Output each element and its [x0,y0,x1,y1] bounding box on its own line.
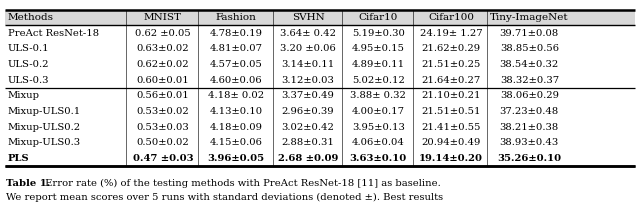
Text: 38.54±0.32: 38.54±0.32 [500,60,559,69]
Text: MNIST: MNIST [144,13,182,22]
Text: 5.02±0.12: 5.02±0.12 [352,76,404,85]
Text: 0.50±0.02: 0.50±0.02 [136,138,189,147]
Text: 20.94±0.49: 20.94±0.49 [421,138,481,147]
Bar [5,10,635,25]
Text: 4.15±0.06: 4.15±0.06 [210,138,262,147]
Text: 3.88± 0.32: 3.88± 0.32 [350,91,406,100]
Text: 3.20 ±0.06: 3.20 ±0.06 [280,44,336,53]
Text: 38.32±0.37: 38.32±0.37 [500,76,559,85]
Text: 19.14±0.20: 19.14±0.20 [419,154,483,163]
Text: 3.95±0.13: 3.95±0.13 [352,123,404,132]
Text: 39.71±0.08: 39.71±0.08 [500,29,559,38]
Text: 4.00±0.17: 4.00±0.17 [352,107,404,116]
Text: 21.41±0.55: 21.41±0.55 [421,123,481,132]
Text: 4.06±0.04: 4.06±0.04 [352,138,404,147]
Text: Fashion: Fashion [216,13,257,22]
Text: Mixup: Mixup [8,91,40,100]
Text: 21.62±0.29: 21.62±0.29 [421,44,481,53]
Text: 2.96±0.39: 2.96±0.39 [282,107,334,116]
Text: 4.81±0.07: 4.81±0.07 [210,44,263,53]
Text: Table 1.: Table 1. [6,179,51,188]
Text: 3.64± 0.42: 3.64± 0.42 [280,29,336,38]
Text: 4.18± 0.02: 4.18± 0.02 [208,91,264,100]
Text: 21.51±0.25: 21.51±0.25 [421,60,481,69]
Text: 4.13±0.10: 4.13±0.10 [210,107,263,116]
Text: 3.63±0.10: 3.63±0.10 [349,154,407,163]
Text: 3.02±0.42: 3.02±0.42 [282,123,335,132]
Text: 2.88±0.31: 2.88±0.31 [282,138,335,147]
Text: ULS-0.2: ULS-0.2 [8,60,49,69]
Text: 4.89±0.11: 4.89±0.11 [351,60,404,69]
Text: 35.26±0.10: 35.26±0.10 [497,154,561,163]
Text: 37.23±0.48: 37.23±0.48 [500,107,559,116]
Text: 24.19± 1.27: 24.19± 1.27 [420,29,483,38]
Text: 3.37±0.49: 3.37±0.49 [282,91,335,100]
Text: 4.18±0.09: 4.18±0.09 [210,123,263,132]
Text: We report mean scores over 5 runs with standard deviations (denoted ±). Best res: We report mean scores over 5 runs with s… [6,193,444,202]
Text: 4.95±0.15: 4.95±0.15 [352,44,404,53]
Text: PLS: PLS [8,154,29,163]
Text: 3.96±0.05: 3.96±0.05 [207,154,265,163]
Text: Mixup-ULS0.1: Mixup-ULS0.1 [8,107,81,116]
Text: Methods: Methods [8,13,54,22]
Text: 21.10±0.21: 21.10±0.21 [421,91,481,100]
Text: 38.06±0.29: 38.06±0.29 [500,91,559,100]
Text: 38.93±0.43: 38.93±0.43 [500,138,559,147]
Text: 4.78±0.19: 4.78±0.19 [210,29,263,38]
Text: ULS-0.1: ULS-0.1 [8,44,49,53]
Text: 2.68 ±0.09: 2.68 ±0.09 [278,154,338,163]
Text: 0.53±0.03: 0.53±0.03 [136,123,189,132]
Text: 0.60±0.01: 0.60±0.01 [136,76,189,85]
Text: 21.64±0.27: 21.64±0.27 [421,76,481,85]
Text: Cifar10: Cifar10 [358,13,398,22]
Text: 0.63±0.02: 0.63±0.02 [136,44,189,53]
Text: 3.14±0.11: 3.14±0.11 [282,60,335,69]
Text: Tiny-ImageNet: Tiny-ImageNet [490,13,569,22]
Text: 38.85±0.56: 38.85±0.56 [500,44,559,53]
Text: 0.56±0.01: 0.56±0.01 [136,91,189,100]
Text: 5.19±0.30: 5.19±0.30 [352,29,404,38]
Text: Error rate (%) of the testing methods with PreAct ResNet-18 [11] as baseline.: Error rate (%) of the testing methods wi… [42,179,440,188]
Text: 0.47 ±0.03: 0.47 ±0.03 [132,154,193,163]
Text: 38.21±0.38: 38.21±0.38 [500,123,559,132]
Text: ULS-0.3: ULS-0.3 [8,76,49,85]
Text: Mixup-ULS0.2: Mixup-ULS0.2 [8,123,81,132]
Text: 0.62±0.02: 0.62±0.02 [136,60,189,69]
Text: 3.12±0.03: 3.12±0.03 [282,76,335,85]
Text: PreAct ResNet-18: PreAct ResNet-18 [8,29,99,38]
Text: 4.60±0.06: 4.60±0.06 [210,76,262,85]
Text: Mixup-ULS0.3: Mixup-ULS0.3 [8,138,81,147]
Text: 4.57±0.05: 4.57±0.05 [210,60,262,69]
Text: 0.53±0.02: 0.53±0.02 [136,107,189,116]
Text: Cifar100: Cifar100 [428,13,474,22]
Text: 0.62 ±0.05: 0.62 ±0.05 [135,29,191,38]
Text: 21.51±0.51: 21.51±0.51 [421,107,481,116]
Text: SVHN: SVHN [292,13,324,22]
